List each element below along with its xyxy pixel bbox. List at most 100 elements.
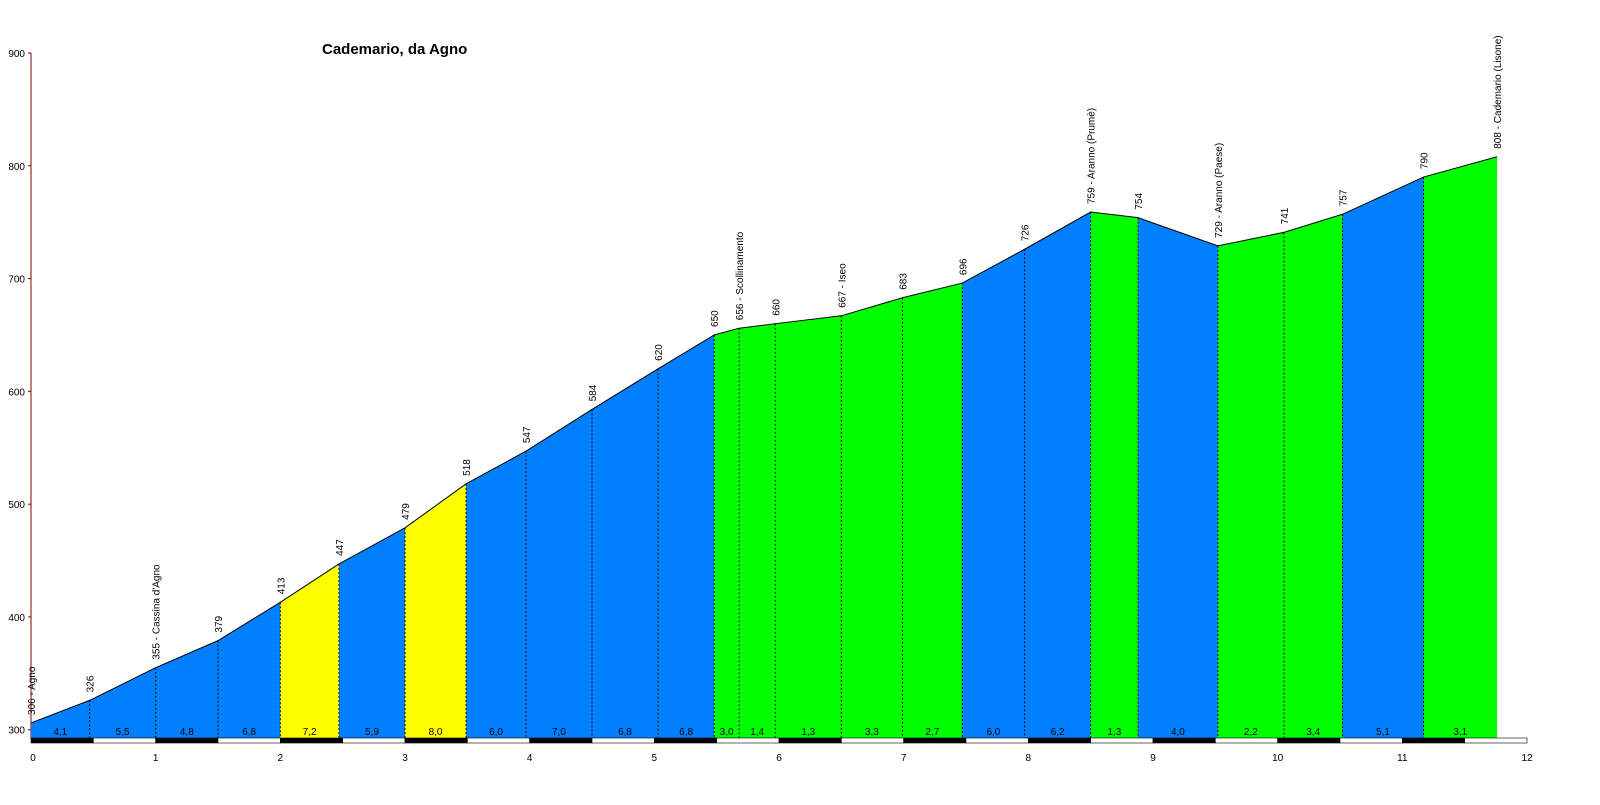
point-label: 620 [654,344,665,361]
profile-outline [30,156,1498,724]
point-label: 808 - Cademario (Lisone) [1493,35,1504,148]
grade-segment [1283,214,1343,738]
scale-bar-segment [155,737,219,744]
grade-segment [466,451,526,738]
scale-bar-segment [1028,737,1091,744]
grade-segment [592,368,659,738]
scale-bar-segment [903,737,967,744]
grade-segment [280,563,339,738]
scale-bar-segment [1339,737,1403,744]
grade-label: 3,1 [1453,727,1467,738]
scale-bar-segment [93,737,156,744]
point-label: 306 - Agno [27,666,38,715]
scale-bar-segment [841,737,904,744]
point-label: 683 [898,273,909,290]
scale-bar-segment [529,737,593,744]
scale-bar-segment [965,737,1029,744]
point-label: 355 - Cassina d'Agno [152,564,163,660]
x-tick-label: 8 [1026,753,1032,764]
grade-segment [739,323,776,738]
y-tick-label: 300 [8,726,25,737]
grade-label: 6,8 [242,727,256,738]
x-axis: 0 1 2 3 4 5 6 7 8 9 10 11 12 [30,737,1533,764]
grade-label: 3,3 [865,727,879,738]
grade-segment [962,249,1025,738]
scale-bar-segment [1090,737,1154,744]
point-label: 726 [1021,224,1032,241]
x-tick-label: 11 [1397,753,1408,764]
scale-bar-segment [217,737,281,744]
point-label: 547 [522,426,533,443]
point-label: 729 - Aranno (Paese) [1214,143,1225,238]
grade-segment [902,283,963,738]
scale-bar-segment [404,737,468,744]
x-tick-label: 7 [901,753,907,764]
grade-segment [658,334,715,738]
scale-bar-segment [716,737,780,744]
y-tick-label: 600 [8,387,25,398]
grade-label: 5,5 [116,727,130,738]
scale-bar-segment [1464,737,1528,744]
grade-label: 6,8 [679,727,693,738]
point-label: 759 - Aranno (Prumè) [1087,108,1098,204]
point-label: 696 [958,258,969,275]
point-label: 656 - Scollinamento [735,231,746,320]
x-tick-label: 3 [402,753,408,764]
x-tick-label: 5 [652,753,658,764]
scale-bar-segment [30,737,94,744]
x-tick-label: 12 [1521,753,1533,764]
scale-bar-segment [778,737,842,744]
scale-bar-segment [1152,737,1216,744]
point-label: 479 [401,503,412,520]
x-tick-label: 1 [153,753,159,764]
x-tick-label: 0 [30,753,36,764]
grade-label: 6,8 [618,727,632,738]
point-label: 584 [588,384,599,401]
grade-segment [1138,217,1218,739]
y-tick-label: 900 [8,49,25,60]
y-tick-label: 500 [8,500,25,511]
grade-segment [31,700,90,738]
grade-label: 4,0 [1171,727,1185,738]
grade-segment [155,640,218,738]
scale-bar-segment [1402,737,1465,744]
grade-label: 2,2 [1244,727,1258,738]
grade-segment [405,483,467,738]
grade-label: 1,3 [801,727,815,738]
grade-segment [1423,156,1498,739]
grade-label: 2,7 [925,727,939,738]
point-label: 413 [276,577,287,594]
scale-bar-segment [280,737,343,744]
grade-label: 5,1 [1376,727,1390,738]
y-tick-label: 400 [8,613,25,624]
x-tick-label: 2 [278,753,284,764]
grade-segment [1217,232,1284,738]
grade-segment [89,667,156,738]
grade-segment [338,527,405,738]
point-label: 447 [335,539,346,556]
point-label: 650 [710,310,721,327]
scale-bar-segment [1277,737,1341,744]
grade-segment [775,315,842,738]
grade-segment [1090,212,1139,738]
point-label: 518 [462,459,473,476]
segment-dividers [89,177,1425,738]
point-labels: 306 - Agno 326 355 - Cassina d'Agno 379 413 4… [27,35,1504,715]
point-label: 754 [1134,193,1145,210]
grade-label: 7,0 [552,727,566,738]
grade-label: 4,1 [53,727,67,738]
x-tick-label: 9 [1150,753,1156,764]
grade-segment [841,297,903,738]
grade-label: 6,0 [986,727,1000,738]
grade-label: 3,0 [720,727,734,738]
grade-segment [525,409,592,738]
scale-bar-segment [591,737,655,744]
scale-bar-segment [1215,737,1278,744]
scale-bar-segment [654,737,717,744]
x-tick-label: 4 [527,753,533,764]
grade-segment [218,602,281,738]
grade-label: 1,4 [750,727,764,738]
grade-segment [1024,212,1091,738]
grade-segments [31,156,1498,739]
